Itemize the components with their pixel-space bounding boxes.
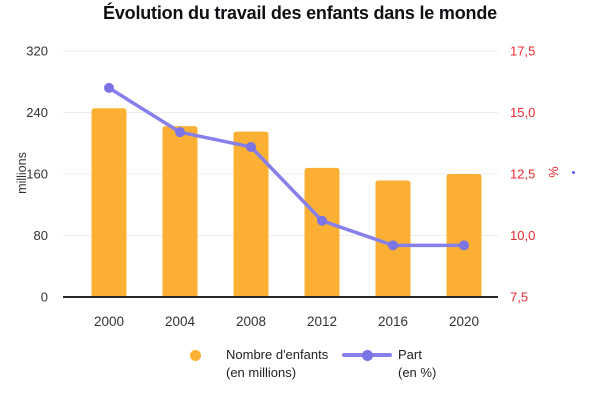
line-point-2000[interactable] [104, 82, 114, 93]
left-tick-label: 320 [26, 44, 48, 59]
right-tick-label: 10,0 [510, 228, 535, 243]
line-point-2008[interactable] [246, 141, 256, 152]
x-tick-label-2020: 2020 [449, 314, 479, 329]
line-point-2020[interactable] [459, 240, 469, 251]
right-tick-label: 15,0 [510, 105, 535, 120]
right-axis-title: % [546, 166, 560, 178]
left-tick-label: 160 [26, 167, 48, 182]
legend: Nombre d'enfants (en millions) Part (en … [0, 346, 600, 390]
right-tick-label: 17,5 [510, 44, 535, 59]
left-tick-label: 80 [34, 228, 48, 243]
bar-2012[interactable] [304, 167, 340, 297]
line-point-2004[interactable] [175, 127, 185, 138]
stray-dot [572, 171, 575, 174]
x-tick-label-2012: 2012 [307, 314, 337, 329]
line-series-swatch-icon [342, 349, 392, 361]
line-point-2016[interactable] [388, 240, 398, 251]
x-tick-label-2016: 2016 [378, 314, 408, 329]
bar-2008[interactable] [233, 131, 269, 297]
line-point-2012[interactable] [317, 215, 327, 226]
legend-line-label-line1: Part [398, 347, 422, 362]
legend-bar-label-line2: (en millions) [226, 365, 297, 380]
x-tick-label-2008: 2008 [236, 314, 266, 329]
x-tick-label-2000: 2000 [94, 314, 124, 329]
bar-2000[interactable] [91, 108, 127, 297]
bar-2020[interactable] [446, 174, 482, 297]
left-tick-label: 0 [41, 290, 48, 305]
x-tick-label-2004: 2004 [165, 314, 196, 329]
right-tick-label: 7,5 [510, 290, 528, 305]
legend-line-label-line2: (en %) [398, 365, 437, 380]
right-tick-label: 12,5 [510, 167, 535, 182]
bar-2004[interactable] [162, 126, 198, 297]
left-tick-label: 240 [26, 105, 48, 120]
plot-area: 320 240 160 80 0 17,5 15,0 12,5 10,0 7,5 2000 2004 2… [26, 44, 535, 330]
left-axis-title: millions [15, 152, 29, 194]
legend-item-line-series[interactable]: Part (en %) [342, 346, 436, 382]
legend-bar-label-line1: Nombre d'enfants [226, 347, 329, 362]
chart-title: Évolution du travail des enfants dans le… [103, 3, 497, 23]
bar-2016[interactable] [375, 180, 411, 297]
legend-item-bar-series[interactable]: Nombre d'enfants (en millions) [190, 346, 328, 382]
line-series-path [107, 86, 466, 248]
bar-series-swatch-icon [190, 350, 201, 361]
